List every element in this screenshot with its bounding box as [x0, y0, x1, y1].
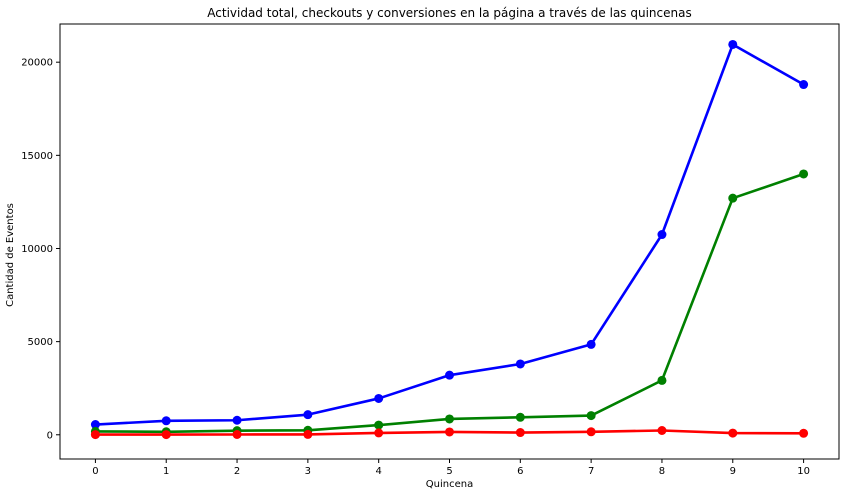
- x-tick-label: 10: [797, 466, 810, 477]
- data-point: [586, 427, 596, 437]
- data-point: [445, 414, 454, 424]
- data-point: [657, 425, 667, 435]
- data-point: [799, 169, 809, 179]
- data-point: [232, 415, 242, 425]
- data-point: [657, 230, 667, 240]
- data-point: [445, 427, 454, 437]
- data-point: [515, 359, 525, 369]
- x-tick-label: 4: [375, 466, 381, 477]
- data-point: [374, 428, 384, 438]
- y-tick-label: 0: [47, 430, 53, 441]
- x-tick-label: 7: [588, 466, 594, 477]
- x-tick-label: 3: [305, 466, 311, 477]
- y-tick-label: 5000: [28, 337, 53, 348]
- data-point: [374, 420, 384, 430]
- data-point: [515, 428, 525, 438]
- x-tick-label: 5: [446, 466, 452, 477]
- y-tick-label: 20000: [21, 58, 53, 69]
- data-point: [728, 39, 738, 49]
- data-point: [303, 410, 313, 420]
- data-point: [161, 430, 171, 440]
- data-point: [586, 339, 596, 349]
- x-axis-label: Quincena: [426, 479, 473, 490]
- data-point: [232, 430, 242, 440]
- data-point: [90, 430, 100, 440]
- data-point: [799, 428, 809, 438]
- x-tick-label: 9: [730, 466, 736, 477]
- data-point: [445, 370, 454, 380]
- y-tick-label: 10000: [21, 244, 53, 255]
- x-tick-label: 8: [659, 466, 665, 477]
- x-tick-label: 1: [163, 466, 169, 477]
- y-axis-label: Cantidad de Eventos: [5, 203, 16, 307]
- data-point: [728, 193, 738, 203]
- data-point: [586, 411, 596, 421]
- data-point: [657, 375, 667, 385]
- data-point: [303, 429, 313, 439]
- chart-title: Actividad total, checkouts y conversione…: [207, 6, 691, 20]
- plot-area: 0 1 2 3 4 5 6 7 8 9 10 0 5000 10000 15000 20000: [21, 23, 840, 477]
- y-tick-label: 15000: [21, 151, 53, 162]
- x-tick-label: 2: [234, 466, 240, 477]
- data-point: [515, 412, 525, 422]
- data-point: [161, 416, 171, 426]
- x-tick-label: 0: [92, 466, 98, 477]
- x-tick-label: 6: [517, 466, 523, 477]
- data-point: [90, 420, 100, 430]
- data-point: [374, 393, 384, 403]
- data-point: [728, 428, 738, 438]
- data-point: [799, 80, 809, 90]
